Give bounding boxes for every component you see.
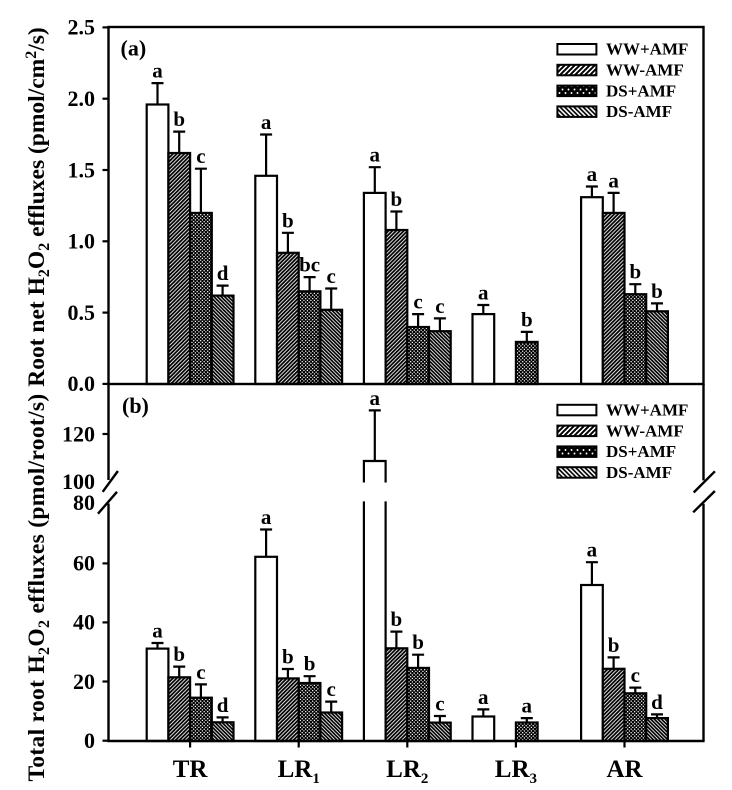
svg-text:c: c [196, 144, 205, 168]
svg-text:d: d [651, 690, 663, 714]
svg-text:b: b [304, 652, 316, 676]
svg-text:a: a [261, 110, 272, 134]
svg-text:DS-AMF: DS-AMF [606, 102, 672, 121]
svg-text:a: a [478, 685, 489, 709]
svg-text:c: c [631, 663, 640, 687]
svg-text:b: b [629, 260, 641, 284]
svg-text:100: 100 [62, 469, 95, 494]
svg-text:120: 120 [62, 421, 95, 446]
svg-text:40: 40 [73, 610, 95, 635]
svg-text:WW-AMF: WW-AMF [606, 421, 684, 440]
svg-text:DS-AMF: DS-AMF [606, 463, 672, 482]
svg-text:0.5: 0.5 [68, 300, 96, 325]
svg-text:b: b [173, 107, 185, 131]
svg-text:DS+AMF: DS+AMF [606, 442, 676, 461]
svg-text:c: c [435, 294, 444, 318]
svg-text:b: b [608, 633, 620, 657]
svg-text:WW+AMF: WW+AMF [606, 401, 688, 420]
svg-text:80: 80 [73, 490, 95, 515]
svg-text:60: 60 [73, 551, 95, 576]
svg-text:WW+AMF: WW+AMF [606, 40, 688, 59]
svg-text:0: 0 [84, 728, 95, 753]
svg-text:c: c [327, 264, 336, 288]
svg-text:b: b [173, 642, 185, 666]
svg-text:a: a [522, 694, 533, 718]
svg-text:a: a [608, 168, 619, 192]
svg-text:c: c [327, 677, 336, 701]
svg-text:a: a [152, 59, 163, 83]
svg-text:1.5: 1.5 [68, 157, 96, 182]
svg-text:2.5: 2.5 [68, 15, 96, 40]
svg-text:(b): (b) [122, 393, 149, 418]
svg-text:c: c [196, 660, 205, 684]
svg-text:Total root H2O2 effluxes (pmol: Total root H2O2 effluxes (pmol/root/s) [24, 393, 53, 781]
svg-text:b: b [282, 208, 294, 232]
svg-text:b: b [391, 607, 403, 631]
svg-text:(a): (a) [121, 36, 147, 61]
svg-text:b: b [521, 307, 533, 331]
svg-text:a: a [587, 162, 598, 186]
svg-text:b: b [412, 630, 424, 654]
svg-text:1.0: 1.0 [68, 229, 96, 254]
svg-text:a: a [587, 538, 598, 562]
svg-text:c: c [435, 692, 444, 716]
svg-text:TR: TR [173, 756, 209, 783]
svg-text:20: 20 [73, 669, 95, 694]
svg-text:c: c [413, 290, 422, 314]
svg-text:b: b [282, 645, 294, 669]
svg-text:WW-AMF: WW-AMF [606, 61, 684, 80]
svg-text:d: d [217, 261, 229, 285]
svg-text:a: a [261, 505, 272, 529]
svg-text:b: b [651, 279, 663, 303]
svg-text:a: a [370, 143, 381, 167]
svg-text:bc: bc [299, 253, 320, 277]
svg-text:AR: AR [606, 756, 643, 783]
svg-text:0.0: 0.0 [68, 371, 96, 396]
svg-text:DS+AMF: DS+AMF [606, 81, 676, 100]
svg-text:b: b [391, 187, 403, 211]
svg-text:a: a [152, 619, 163, 643]
svg-text:a: a [478, 281, 489, 305]
svg-text:2.0: 2.0 [68, 86, 96, 111]
svg-text:Root net H2O2 effluxes (pmol/c: Root net H2O2 effluxes (pmol/cm2/s) [23, 27, 53, 386]
svg-text:d: d [217, 693, 229, 717]
svg-text:a: a [370, 386, 381, 410]
